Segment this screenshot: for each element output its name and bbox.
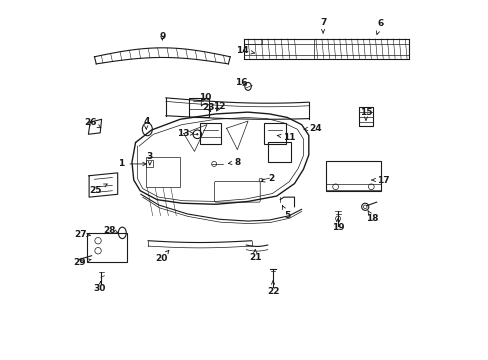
Text: 22: 22 <box>266 281 279 296</box>
Text: 26: 26 <box>84 118 101 128</box>
Text: 12: 12 <box>213 102 225 111</box>
Text: 20: 20 <box>155 250 168 263</box>
Bar <box>146 159 152 167</box>
Text: 23: 23 <box>202 103 215 112</box>
Text: 8: 8 <box>228 158 240 167</box>
Text: 14: 14 <box>236 46 254 55</box>
Circle shape <box>196 133 198 135</box>
Text: 25: 25 <box>89 184 107 194</box>
Text: 2: 2 <box>261 174 274 183</box>
Text: 29: 29 <box>73 258 91 267</box>
Text: 13: 13 <box>177 129 193 138</box>
Text: 15: 15 <box>359 108 371 120</box>
Text: 27: 27 <box>75 230 90 239</box>
Text: 28: 28 <box>103 225 118 234</box>
Text: 7: 7 <box>319 18 325 33</box>
Bar <box>358 107 372 126</box>
Text: 10: 10 <box>199 93 211 106</box>
Text: 3: 3 <box>146 152 153 165</box>
Text: 4: 4 <box>143 117 149 129</box>
Bar <box>325 161 381 191</box>
Text: 16: 16 <box>234 78 246 87</box>
Text: 19: 19 <box>331 219 344 231</box>
Text: 11: 11 <box>277 132 295 141</box>
Text: 24: 24 <box>304 124 322 133</box>
Text: 5: 5 <box>282 206 290 220</box>
Text: 18: 18 <box>366 211 378 223</box>
Text: 21: 21 <box>248 249 261 262</box>
Text: 30: 30 <box>93 282 106 293</box>
Text: 1: 1 <box>118 159 146 168</box>
Bar <box>86 233 126 262</box>
Text: 6: 6 <box>376 19 383 35</box>
Text: 17: 17 <box>371 176 389 185</box>
Text: 9: 9 <box>159 32 165 41</box>
